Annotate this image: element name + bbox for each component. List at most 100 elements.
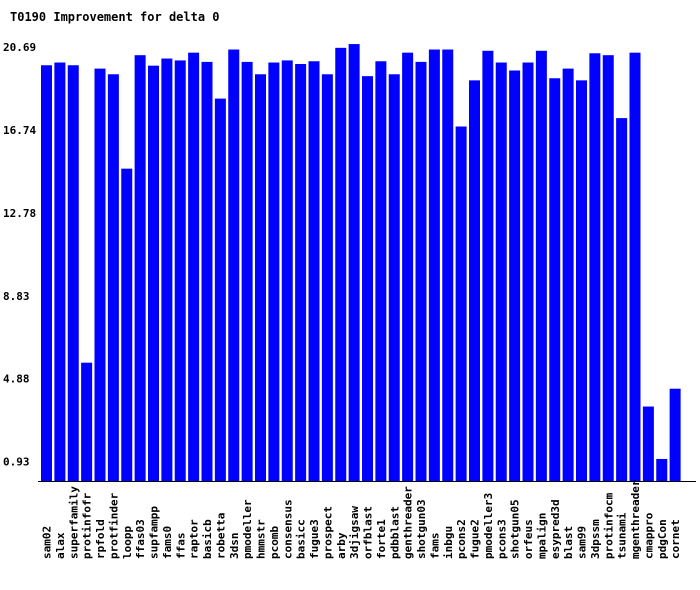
bar (482, 50, 494, 482)
x-tick-label: pdgCon (656, 519, 669, 559)
bar (94, 68, 106, 482)
x-tick-label: ffas (174, 533, 187, 560)
chart-title: T0190 Improvement for delta 0 (10, 10, 220, 24)
bar (201, 61, 213, 481)
y-tick-label: 20.69 (3, 41, 36, 54)
bar (469, 80, 480, 481)
bar (656, 458, 668, 481)
x-tick-label: sam99 (576, 526, 589, 559)
x-tick-label: 3dsn (228, 533, 241, 560)
bars (41, 44, 681, 482)
x-tick-label: arby (335, 532, 348, 559)
bar (67, 65, 79, 482)
bar (107, 74, 119, 481)
x-tick-label: cornet (669, 519, 682, 559)
bar (348, 44, 360, 481)
bar (495, 62, 507, 482)
y-tick-label: 12.78 (3, 207, 36, 220)
x-tick-label: hmmstr (255, 519, 268, 559)
x-tick-label: pcons2 (455, 519, 468, 559)
x-tick-label: basicc (295, 519, 308, 559)
bar (255, 74, 266, 481)
x-tick-label: loopp (121, 526, 134, 559)
x-tick-label: fams (428, 533, 441, 560)
bar (335, 47, 347, 482)
bar (241, 61, 253, 481)
x-tick-label: orfeus (522, 519, 535, 559)
bar (415, 61, 427, 481)
x-tick-label: alax (54, 532, 67, 559)
x-tick-label: ffas03 (134, 519, 147, 559)
x-tick-label: pdbblast (388, 506, 401, 559)
x-tick-label: fugue2 (469, 519, 482, 559)
x-tick-label: 3djigsaw (348, 506, 361, 559)
x-tick-label: pmodeller (241, 499, 254, 559)
bar (629, 52, 641, 481)
x-tick-label: mgenthreader (629, 479, 642, 559)
x-tick-label: prospect (321, 506, 334, 559)
x-tick-label: protfinder (107, 492, 120, 559)
bar (616, 118, 628, 482)
bar (281, 60, 293, 482)
bar (549, 78, 561, 482)
x-tick-label: superfamily (67, 486, 80, 559)
bar (54, 62, 66, 482)
x-tick-label: forte1 (375, 519, 388, 559)
x-tick-label: fams0 (161, 526, 174, 559)
x-tick-label: shotgun05 (509, 499, 522, 559)
bar (402, 52, 414, 481)
x-tick-label: protinfocm (602, 492, 615, 559)
x-tick-label: rpfold (94, 519, 107, 559)
bar (295, 63, 307, 482)
bar (188, 52, 200, 481)
x-tick-label: fugue3 (308, 519, 321, 559)
x-tick-label: inbgu (442, 526, 455, 559)
bar (228, 49, 240, 482)
bar (375, 61, 387, 482)
bar (81, 362, 93, 481)
x-tick-label: orfblast (362, 506, 375, 559)
x-tick-label: 3dpssm (589, 519, 602, 559)
bar (308, 61, 320, 482)
bar (214, 98, 226, 481)
x-tick-label: supfampp (148, 506, 161, 559)
bar (455, 126, 467, 481)
bar (148, 65, 159, 482)
x-tick-label: tsunami (616, 512, 629, 559)
x-axis-labels: sam02 alax superfamily protinfofr rpfold prot… (41, 479, 683, 559)
x-tick-label: raptor (188, 519, 201, 559)
bar (134, 55, 146, 482)
bar (174, 60, 186, 482)
bar (669, 388, 681, 481)
x-tick-label: shotgun03 (415, 499, 428, 559)
bar (522, 62, 534, 482)
bar (428, 49, 440, 482)
x-tick-label: cmappro (642, 512, 655, 559)
bar (121, 168, 133, 481)
y-tick-label: 8.83 (3, 290, 30, 303)
bar (562, 68, 574, 482)
bar (362, 76, 373, 482)
bar (268, 62, 280, 482)
y-tick-label: 16.74 (3, 124, 36, 137)
bar (442, 49, 454, 482)
y-tick-label: 4.88 (3, 373, 30, 386)
y-axis-ticks: 0.93 4.88 8.83 12.78 16.74 20.69 (3, 41, 36, 468)
bar (509, 70, 521, 482)
bar (41, 65, 52, 482)
x-tick-label: consensus (281, 499, 294, 559)
x-tick-label: esypred3d (549, 499, 562, 559)
x-tick-label: protinfofr (81, 492, 94, 559)
x-tick-label: genthreader (402, 486, 415, 559)
bar (161, 58, 173, 481)
x-tick-label: pcomb (268, 526, 281, 559)
x-tick-label: sam02 (41, 526, 54, 559)
bar (602, 55, 614, 482)
x-tick-label: robetta (214, 513, 227, 559)
x-tick-label: blast (562, 526, 575, 559)
x-tick-label: basicb (201, 519, 214, 559)
x-tick-label: pmodeller3 (482, 493, 495, 559)
bar (589, 53, 601, 481)
bar (321, 74, 333, 481)
